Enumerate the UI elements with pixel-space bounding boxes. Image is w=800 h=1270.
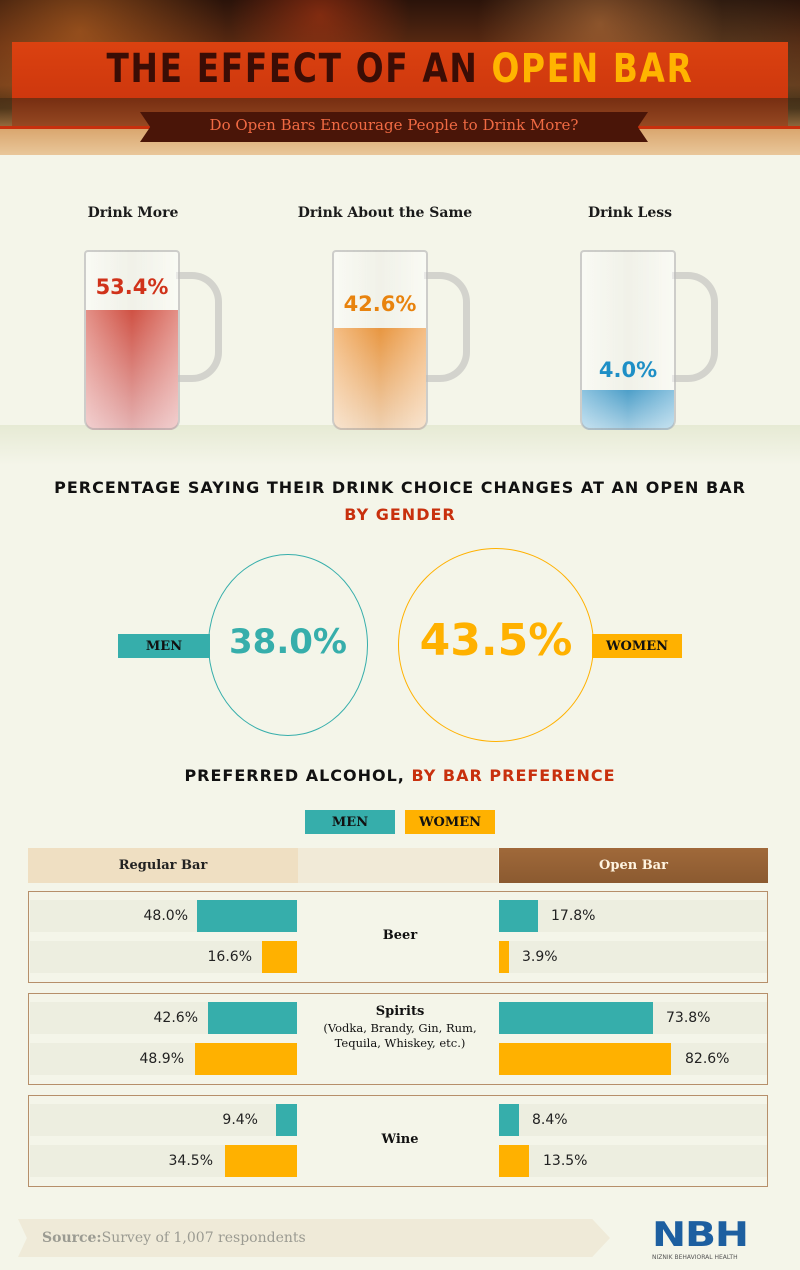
col-header-spacer xyxy=(298,848,498,883)
mug-handle xyxy=(424,272,470,382)
bar-regular-men-beer xyxy=(197,900,297,932)
value-label: 16.6% xyxy=(207,949,252,965)
mug-handle xyxy=(176,272,222,382)
alcohol-section-title: PREFERRED ALCOHOL, BY BAR PREFERENCE xyxy=(0,766,800,785)
mug-value: 42.6% xyxy=(343,292,417,316)
col-header-open-bar: Open Bar xyxy=(499,848,768,883)
women-value: 43.5% xyxy=(419,615,573,666)
bar-regular-men-spirits xyxy=(208,1002,297,1034)
track xyxy=(30,941,297,973)
bar-open-women-spirits xyxy=(499,1043,671,1075)
source-label: Source: xyxy=(42,1230,102,1246)
page-title: THE EFFECT OF AN OPEN BAR xyxy=(72,46,728,92)
title-text: THE EFFECT OF AN xyxy=(106,46,492,92)
value-label: 73.8% xyxy=(666,1010,711,1026)
bar-regular-women-beer xyxy=(262,941,297,973)
mug-glass xyxy=(332,250,428,430)
value-label: 34.5% xyxy=(168,1153,213,1169)
mug-value: 4.0% xyxy=(598,358,658,382)
subtitle-ribbon xyxy=(140,112,648,142)
mug-glass xyxy=(84,250,180,430)
mug-label-drink-more: Drink More xyxy=(87,205,179,221)
value-label: 9.4% xyxy=(222,1112,258,1128)
value-label: 48.9% xyxy=(139,1051,184,1067)
category-spirits-detail: (Vodka, Brandy, Gin, Rum, Tequila, Whisk… xyxy=(323,1021,477,1050)
bar-regular-women-wine xyxy=(225,1145,297,1177)
nbh-logo: NBH NIZNIK BEHAVIORAL HEALTH xyxy=(652,1218,749,1261)
track xyxy=(499,900,767,932)
subtitle: Do Open Bars Encourage People to Drink M… xyxy=(209,116,579,134)
value-label: 8.4% xyxy=(532,1112,568,1128)
track xyxy=(499,1104,767,1136)
source-text: Survey of 1,007 respondents xyxy=(101,1230,306,1246)
bar-open-men-wine xyxy=(499,1104,519,1136)
value-label: 82.6% xyxy=(685,1051,730,1067)
bar-regular-women-spirits xyxy=(195,1043,297,1075)
logo-mark: NBH xyxy=(652,1215,749,1255)
bar-open-men-beer xyxy=(499,900,538,932)
track xyxy=(499,1145,767,1177)
mug-handle xyxy=(672,272,718,382)
category-wine: Wine xyxy=(381,1132,419,1147)
mug-drink-more: 53.4% xyxy=(84,250,222,435)
bar-open-women-wine xyxy=(499,1145,529,1177)
title-black: PREFERRED ALCOHOL, xyxy=(184,766,412,785)
col-header-regular-bar: Regular Bar xyxy=(28,848,298,883)
source-note: Source: Survey of 1,007 respondents xyxy=(18,1219,610,1257)
track xyxy=(30,1104,297,1136)
women-tag: WOMEN xyxy=(592,634,682,658)
value-label: 13.5% xyxy=(543,1153,588,1169)
bar-regular-men-wine xyxy=(276,1104,297,1136)
row-wine xyxy=(28,1095,768,1187)
bar-open-women-beer xyxy=(499,941,509,973)
category-spirits: Spirits xyxy=(375,1004,425,1019)
value-label: 42.6% xyxy=(153,1010,198,1026)
bar-open-men-spirits xyxy=(499,1002,653,1034)
title-red: BY BAR PREFERENCE xyxy=(411,766,616,785)
mug-drink-less: 4.0% xyxy=(580,250,718,435)
logo-subtext: NIZNIK BEHAVIORAL HEALTH xyxy=(652,1254,738,1261)
legend-men: MEN xyxy=(305,810,395,834)
row-spirits xyxy=(28,993,768,1085)
gender-section-title: PERCENTAGE SAYING THEIR DRINK CHOICE CHA… xyxy=(54,478,746,497)
mug-value: 53.4% xyxy=(95,275,169,299)
title-highlight: OPEN BAR xyxy=(491,46,694,92)
gender-section-subtitle: BY GENDER xyxy=(344,505,456,524)
mug-glass xyxy=(580,250,676,430)
row-beer xyxy=(28,891,768,983)
legend-women: WOMEN xyxy=(405,810,495,834)
mug-label-drink-same: Drink About the Same xyxy=(297,205,473,221)
value-label: 17.8% xyxy=(551,908,596,924)
men-tag: MEN xyxy=(118,634,210,658)
value-label: 3.9% xyxy=(522,949,558,965)
track xyxy=(499,941,767,973)
value-label: 48.0% xyxy=(143,908,188,924)
men-value: 38.0% xyxy=(229,622,347,662)
category-beer: Beer xyxy=(382,928,418,943)
mug-drink-same: 42.6% xyxy=(332,250,470,435)
men-circle xyxy=(208,554,368,736)
table-surface xyxy=(0,425,800,465)
mug-label-drink-less: Drink Less xyxy=(587,205,673,221)
